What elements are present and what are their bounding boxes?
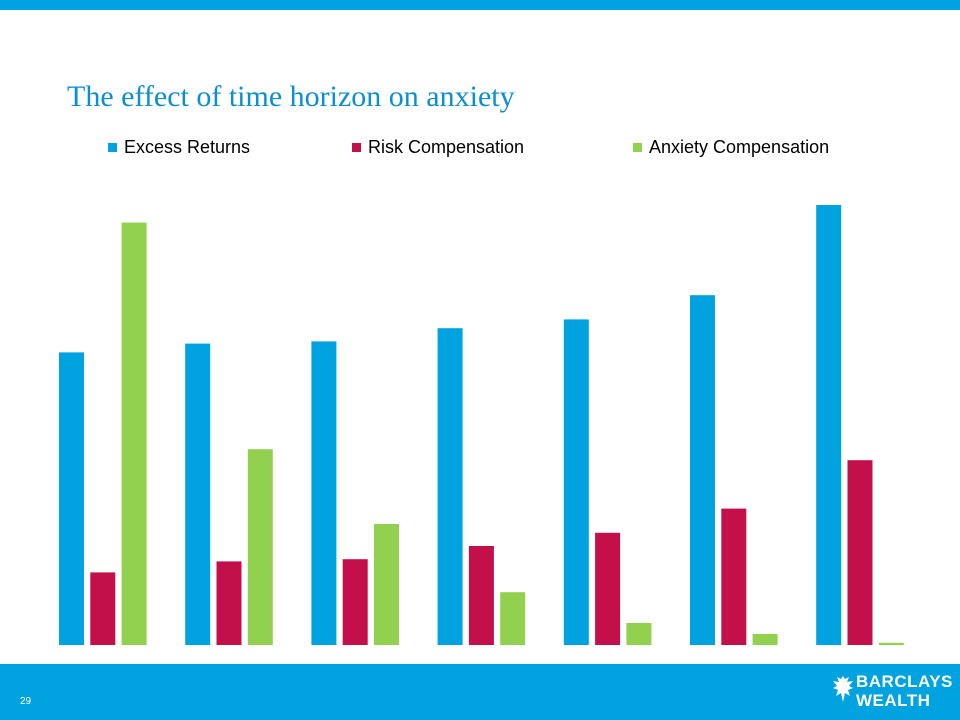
bar-excess-returns-3 <box>311 341 337 645</box>
top-accent-bar <box>0 0 960 10</box>
legend-swatch-risk-compensation <box>352 142 361 152</box>
legend-item-risk-compensation: Risk Compensation <box>352 136 524 158</box>
bar-anxiety-compensation-3 <box>374 524 399 645</box>
bar-anxiety-compensation-7 <box>878 642 904 645</box>
slide-title: The effect of time horizon on anxiety <box>67 80 515 113</box>
legend-label-risk-compensation: Risk Compensation <box>368 136 525 157</box>
eagle-icon <box>833 676 853 702</box>
barclays-wealth-logo: BARCLAYS WEALTH <box>832 672 953 714</box>
page-number: 29 <box>20 696 32 707</box>
bar-anxiety-compensation-4 <box>500 592 526 645</box>
legend-label-excess-returns: Excess Returns <box>124 136 251 157</box>
logo-line-barclays: BARCLAYS <box>856 672 953 691</box>
bar-risk-compensation-3 <box>342 559 368 645</box>
bar-anxiety-compensation-5 <box>626 623 652 645</box>
logo-line-wealth: WEALTH <box>856 691 931 710</box>
bar-excess-returns-1 <box>59 352 84 645</box>
bar-risk-compensation-6 <box>721 508 747 645</box>
legend-swatch-excess-returns <box>108 142 117 152</box>
bar-excess-returns-7 <box>816 205 842 645</box>
bar-risk-compensation-7 <box>847 460 873 645</box>
legend-label-anxiety-compensation: Anxiety Compensation <box>649 136 830 157</box>
legend-item-excess-returns: Excess Returns <box>108 136 250 158</box>
bar-risk-compensation-2 <box>216 561 242 645</box>
bar-risk-compensation-1 <box>90 572 116 645</box>
logo-wordmark: BARCLAYS WEALTH <box>856 672 953 710</box>
bar-excess-returns-4 <box>437 328 463 645</box>
legend-swatch-anxiety-compensation <box>633 142 642 152</box>
bar-excess-returns-5 <box>563 319 589 645</box>
bar-anxiety-compensation-2 <box>247 449 273 645</box>
bar-anxiety-compensation-1 <box>121 222 147 645</box>
bar-risk-compensation-5 <box>595 532 621 645</box>
legend-item-anxiety-compensation: Anxiety Compensation <box>633 136 829 158</box>
bar-excess-returns-6 <box>690 295 715 645</box>
footer-bar: 29 BARCLAYS WEALTH <box>0 664 960 720</box>
bar-anxiety-compensation-6 <box>752 634 778 645</box>
chart-legend: Excess Returns Risk Compensation Anxiety… <box>0 136 960 158</box>
bar-excess-returns-2 <box>185 343 211 645</box>
bar-risk-compensation-4 <box>468 546 494 645</box>
